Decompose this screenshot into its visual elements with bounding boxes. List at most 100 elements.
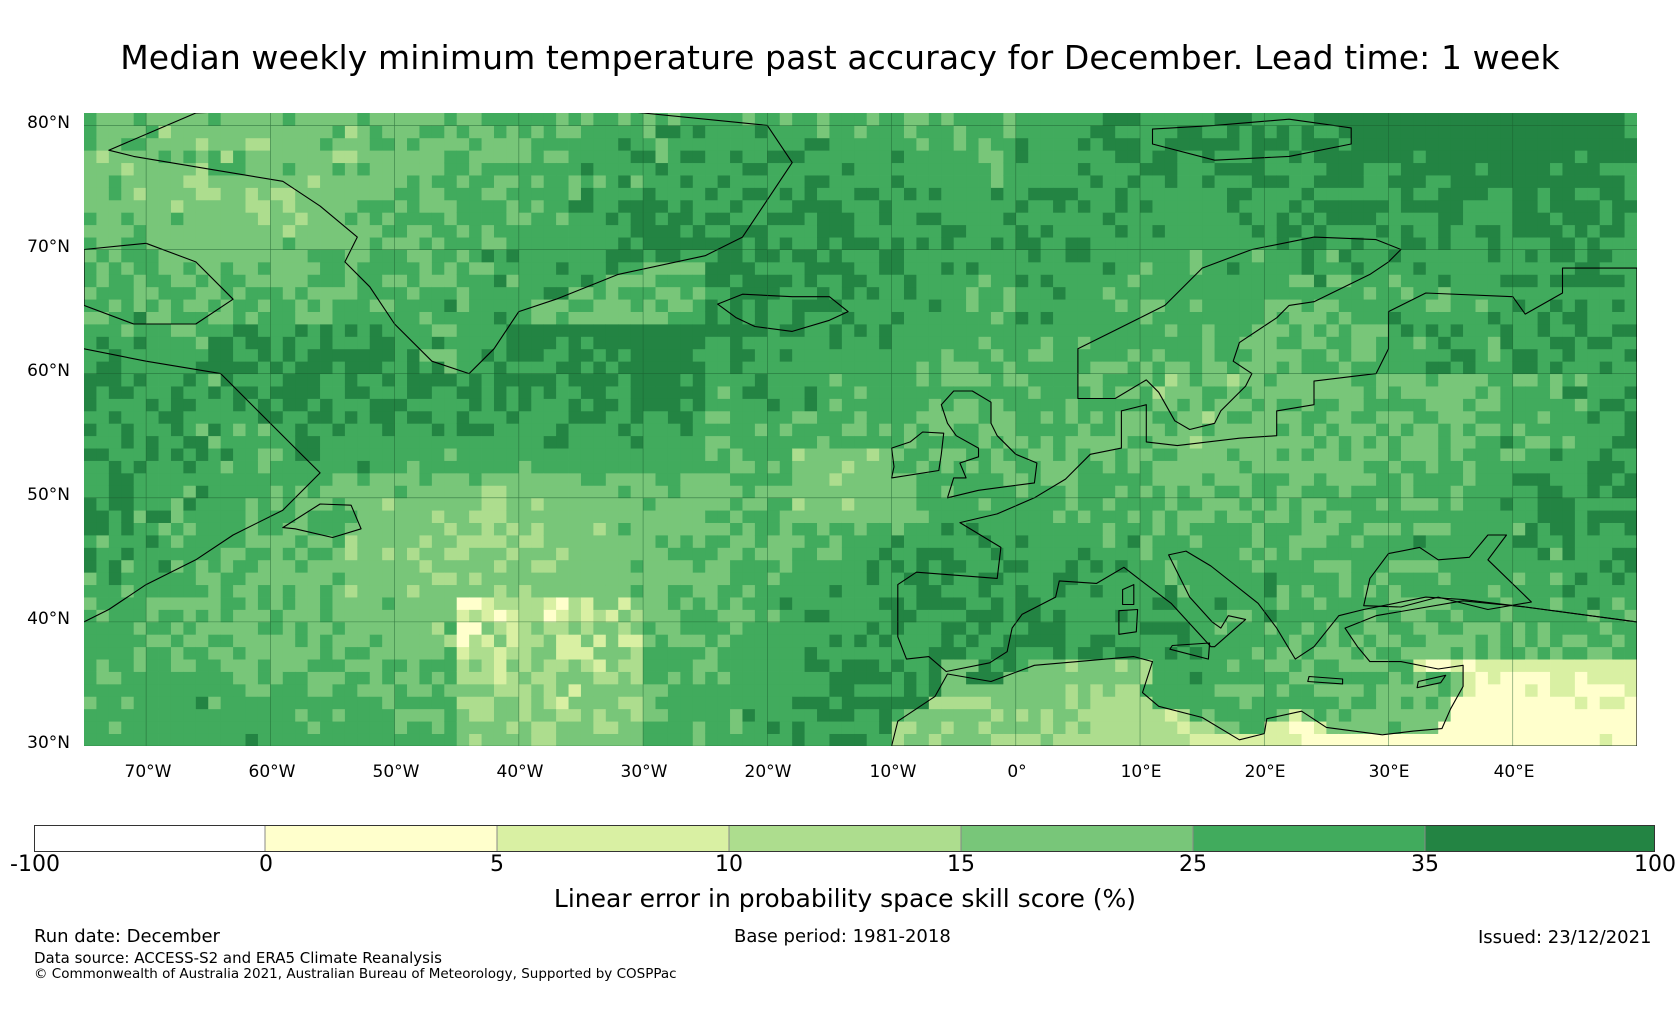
grid-cell — [257, 683, 271, 697]
grid-cell — [382, 286, 395, 300]
grid-cell — [1289, 212, 1302, 226]
grid-cell — [1140, 361, 1153, 375]
grid-cell — [195, 609, 209, 623]
grid-cell — [121, 671, 135, 685]
grid-cell — [618, 224, 632, 238]
grid-cell — [717, 398, 731, 412]
grid-cell — [481, 609, 495, 623]
grid-cell — [916, 609, 930, 623]
grid-cell — [1189, 485, 1203, 499]
grid-cell — [630, 398, 644, 412]
grid-cell — [96, 460, 110, 474]
grid-cell — [518, 448, 532, 461]
grid-cell — [170, 423, 184, 437]
grid-cell — [1065, 584, 1079, 598]
grid-cell — [742, 336, 756, 350]
grid-cell — [817, 522, 830, 536]
grid-cell — [792, 708, 805, 722]
grid-cell — [903, 348, 917, 362]
grid-cell — [332, 584, 346, 598]
grid-cell — [183, 249, 197, 263]
grid-cell — [158, 199, 172, 213]
grid-cell — [680, 237, 694, 250]
grid-cell — [643, 472, 656, 486]
grid-cell — [692, 510, 706, 523]
grid-cell — [1251, 199, 1265, 213]
grid-cell — [444, 286, 458, 300]
grid-cell — [208, 597, 222, 610]
grid-cell — [966, 187, 979, 201]
grid-cell — [916, 175, 930, 188]
grid-cell — [506, 584, 520, 598]
grid-cell — [667, 286, 681, 300]
grid-cell — [1152, 572, 1166, 586]
grid-cell — [444, 721, 458, 734]
grid-cell — [220, 472, 234, 486]
grid-cell — [990, 324, 1004, 337]
grid-cell — [158, 472, 172, 486]
grid-cell — [941, 299, 955, 312]
grid-cell — [382, 522, 395, 536]
grid-cell — [1127, 733, 1141, 747]
grid-cell — [1251, 137, 1265, 151]
grid-cell — [916, 559, 930, 573]
grid-cell — [966, 261, 979, 275]
grid-cell — [817, 150, 830, 164]
grid-cell — [692, 423, 706, 437]
grid-cell — [717, 261, 731, 275]
grid-cell — [369, 448, 383, 461]
grid-cell — [1152, 522, 1166, 536]
grid-cell — [618, 373, 632, 387]
grid-cell — [1028, 410, 1042, 424]
grid-cell — [966, 249, 979, 263]
grid-cell — [1239, 113, 1253, 126]
grid-cell — [108, 125, 122, 139]
grid-cell — [233, 733, 246, 747]
grid-cell — [692, 597, 706, 610]
grid-cell — [804, 497, 818, 511]
grid-cell — [556, 386, 569, 399]
grid-cell — [655, 435, 669, 449]
grid-cell — [817, 410, 830, 424]
grid-cell — [767, 237, 781, 250]
grid-cell — [257, 187, 271, 201]
grid-cell — [754, 125, 768, 139]
grid-cell — [953, 299, 967, 312]
grid-cell — [1015, 324, 1029, 337]
grid-cell — [1102, 733, 1116, 747]
grid-cell — [407, 113, 420, 126]
grid-cell — [344, 683, 358, 697]
grid-cell — [1140, 510, 1153, 523]
grid-cell — [245, 237, 259, 250]
grid-cell — [320, 187, 333, 201]
grid-cell — [891, 249, 905, 263]
grid-cell — [903, 150, 917, 164]
grid-cell — [1065, 187, 1079, 201]
grid-cell — [320, 708, 333, 722]
grid-cell — [1164, 162, 1178, 176]
grid-cell — [170, 659, 184, 672]
grid-cell — [891, 336, 905, 350]
grid-cell — [1053, 597, 1066, 610]
grid-cell — [1003, 522, 1017, 536]
grid-cell — [1127, 113, 1141, 126]
grid-cell — [1003, 162, 1017, 176]
grid-cell — [792, 547, 805, 561]
grid-cell — [866, 224, 880, 238]
grid-cell — [257, 199, 271, 213]
grid-cell — [742, 311, 756, 325]
grid-cell — [730, 597, 743, 610]
grid-cell — [456, 150, 470, 164]
grid-cell — [792, 572, 805, 586]
grid-cell — [295, 125, 309, 139]
grid-cell — [854, 671, 868, 685]
grid-cell — [593, 299, 607, 312]
grid-cell — [506, 237, 520, 250]
grid-cell — [692, 535, 706, 548]
grid-cell — [183, 485, 197, 499]
grid-cell — [841, 286, 855, 300]
grid-cell — [282, 373, 296, 387]
grid-cell — [1040, 609, 1054, 623]
grid-cell — [990, 510, 1004, 523]
grid-cell — [481, 634, 495, 648]
